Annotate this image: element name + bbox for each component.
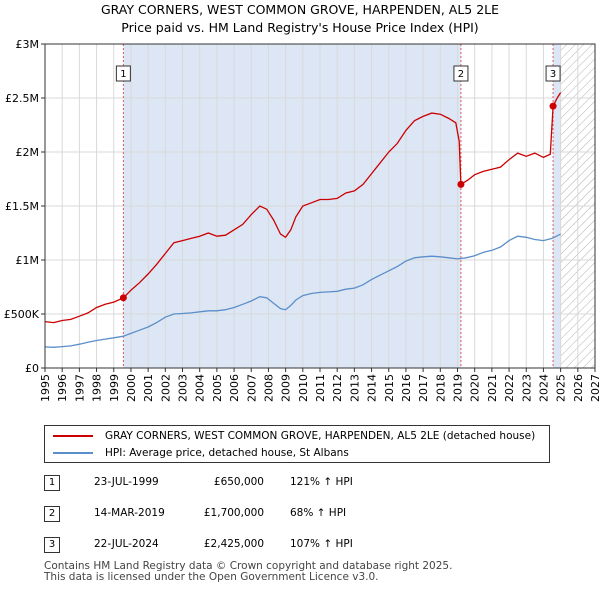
y-tick-label: £500K (4, 308, 40, 321)
x-tick-label: 2025 (555, 374, 568, 402)
legend-item-property: GRAY CORNERS, WEST COMMON GROVE, HARPEND… (53, 428, 535, 444)
sale-date: 14-MAR-2019 (94, 507, 165, 519)
sale-hpi-change: 121% ↑ HPI (290, 476, 353, 488)
legend-label-hpi: HPI: Average price, detached house, St A… (105, 447, 349, 459)
x-tick-label: 2027 (589, 374, 600, 402)
x-tick-label: 2006 (228, 374, 241, 402)
x-tick-label: 2014 (366, 374, 379, 402)
sale-date: 23-JUL-1999 (94, 476, 159, 488)
x-tick-label: 2026 (572, 374, 585, 402)
x-tick-label: 2000 (125, 374, 138, 402)
legend-swatch-hpi (53, 452, 93, 454)
footer-attribution: Contains HM Land Registry data © Crown c… (44, 561, 452, 583)
series-line (44, 233, 561, 348)
sale-label-box (545, 65, 561, 82)
legend-label-property: GRAY CORNERS, WEST COMMON GROVE, HARPEND… (105, 430, 536, 442)
x-tick-label: 2018 (434, 374, 447, 402)
y-tick-label: £3M (16, 38, 40, 51)
sale-price: £1,700,000 (203, 507, 264, 519)
sale-label-text: 3 (550, 69, 556, 80)
x-tick-label: 2007 (245, 374, 258, 402)
x-tick-label: 2023 (520, 374, 533, 402)
sale-row: 3 22-JUL-2024 £2,425,000 107% ↑ HPI (44, 534, 384, 565)
x-tick-label: 2003 (177, 374, 190, 402)
sale-price: £650,000 (213, 476, 264, 488)
x-tick-label: 2024 (537, 374, 550, 402)
x-tick-label: 2001 (142, 374, 155, 402)
footer-line-copyright: Contains HM Land Registry data © Crown c… (44, 560, 453, 572)
legend-swatch-property (53, 435, 93, 437)
x-tick-label: 1999 (108, 374, 121, 402)
sale-id-badge: 2 (44, 506, 60, 522)
y-tick-label: £1.5M (5, 200, 39, 213)
x-tick-label: 2008 (262, 374, 275, 402)
x-tick-label: 1998 (91, 374, 104, 402)
sale-label-box (453, 65, 469, 82)
x-tick-label: 1996 (56, 374, 69, 402)
x-tick-label: 2002 (159, 374, 172, 402)
x-tick-label: 2021 (486, 374, 499, 402)
sale-id-badge: 3 (44, 537, 60, 553)
sale-label-text: 1 (120, 69, 126, 80)
x-tick-label: 2012 (331, 374, 344, 402)
x-tick-label: 2017 (417, 374, 430, 402)
x-tick-label: 2015 (383, 374, 396, 402)
chart-legend: GRAY CORNERS, WEST COMMON GROVE, HARPEND… (44, 425, 550, 463)
sale-id-badge: 1 (44, 475, 60, 491)
sales-table: 1 23-JUL-1999 £650,000 121% ↑ HPI 2 14-M… (44, 472, 384, 565)
x-tick-label: 2009 (280, 374, 293, 402)
footer-line-licence: This data is licensed under the Open Gov… (44, 571, 379, 583)
sale-price: £2,425,000 (203, 538, 264, 550)
x-tick-label: 2004 (194, 374, 207, 402)
x-tick-label: 2013 (348, 374, 361, 402)
sale-point (119, 294, 127, 302)
sale-hpi-change: 68% ↑ HPI (290, 507, 347, 519)
y-tick-label: £1M (16, 254, 40, 267)
sale-label-box (115, 65, 131, 82)
y-tick-label: £2.5M (5, 92, 39, 105)
y-tick-label: £2M (16, 146, 40, 159)
sale-row: 1 23-JUL-1999 £650,000 121% ↑ HPI (44, 472, 384, 503)
sale-point (457, 180, 465, 188)
x-tick-label: 1997 (73, 374, 86, 402)
price-chart: 1 2 3 £0 £500K £1M £1.5M £2M £2.5M £3M 1995 1996 19… (4, 38, 600, 402)
x-tick-label: 2010 (297, 374, 310, 402)
sale-point (549, 102, 557, 110)
sale-row: 2 14-MAR-2019 £1,700,000 68% ↑ HPI (44, 503, 384, 534)
chart-title: GRAY CORNERS, WEST COMMON GROVE, HARPEND… (100, 2, 500, 17)
x-tick-label: 2011 (314, 374, 327, 402)
x-tick-label: 1995 (39, 374, 52, 402)
x-tick-label: 2022 (503, 374, 516, 402)
series-line (44, 92, 562, 324)
x-tick-label: 2016 (400, 374, 413, 402)
x-tick-label: 2020 (469, 374, 482, 402)
sale-label-text: 2 (458, 69, 464, 80)
y-tick-label: £0 (25, 362, 39, 375)
legend-item-hpi: HPI: Average price, detached house, St A… (53, 445, 349, 461)
sale-hpi-change: 107% ↑ HPI (290, 538, 353, 550)
x-tick-label: 2005 (211, 374, 224, 402)
x-tick-label: 2019 (452, 374, 465, 402)
sale-date: 22-JUL-2024 (94, 538, 159, 550)
chart-subtitle: Price paid vs. HM Land Registry's House … (121, 20, 479, 35)
